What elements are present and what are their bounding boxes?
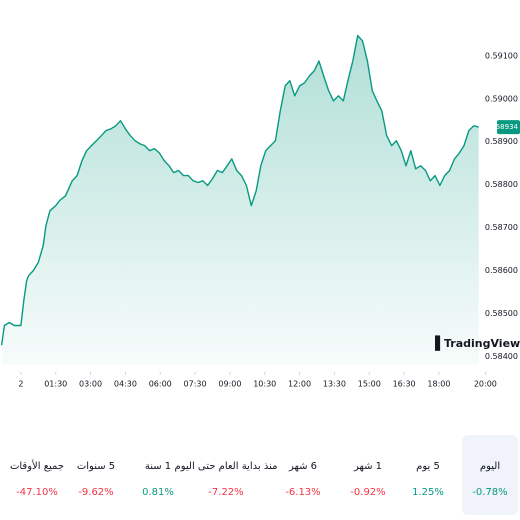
logo: TradingView: [444, 337, 520, 350]
y-tick-label: 0.58500: [485, 309, 518, 318]
period-change[interactable]: -6.13%: [285, 487, 320, 498]
period-change[interactable]: 0.81%: [142, 487, 174, 498]
period-label[interactable]: 1 سنة: [145, 461, 171, 472]
x-tick-label: 09:00: [218, 380, 241, 389]
y-tick-label: 0.59100: [485, 51, 518, 60]
x-tick-label: 18:00: [427, 380, 450, 389]
x-tick-label: 15:00: [358, 380, 381, 389]
last-price-box: [497, 120, 520, 135]
period-label[interactable]: منذ بداية العام حتى اليوم: [175, 461, 278, 472]
period-change[interactable]: -9.62%: [78, 487, 113, 498]
logo-mark: ▐: [430, 335, 441, 352]
y-tick-label: 0.58900: [485, 137, 518, 146]
x-tick-label: 13:30: [323, 380, 346, 389]
x-tick-label: 07:30: [184, 380, 207, 389]
period-label[interactable]: 5 سنوات: [77, 461, 115, 472]
y-tick-label: 0.59000: [485, 94, 518, 103]
period-label[interactable]: 6 شهر: [288, 461, 317, 472]
y-tick-label: 0.58600: [485, 266, 518, 275]
x-tick-label: 20:00: [474, 380, 497, 389]
period-label[interactable]: جميع الأوقات: [10, 459, 64, 472]
x-tick-label: 10:30: [253, 380, 276, 389]
period-change[interactable]: 1.25%: [412, 487, 444, 498]
y-tick-label: 0.58700: [485, 223, 518, 232]
x-tick-label: 2: [18, 380, 23, 389]
period-label[interactable]: 1 شهر: [353, 461, 382, 472]
x-tick-label: 04:30: [114, 380, 137, 389]
period-label[interactable]: 5 يوم: [416, 461, 440, 472]
period-change[interactable]: -47.10%: [16, 487, 58, 498]
x-tick-label: 12:00: [288, 380, 311, 389]
price-line: [0, 34, 479, 346]
area-fill: [1, 35, 479, 365]
period-change[interactable]: -7.22%: [208, 487, 243, 498]
period-label[interactable]: اليوم: [480, 461, 500, 472]
x-tick-label: 01:30: [44, 380, 67, 389]
period-change[interactable]: -0.92%: [350, 487, 385, 498]
y-tick-label: 0.58400: [485, 352, 518, 361]
x-tick-label: 16:30: [393, 380, 416, 389]
x-tick-label: 03:00: [79, 380, 102, 389]
selected-tab[interactable]: [462, 435, 518, 515]
x-tick-label: 06:00: [149, 380, 172, 389]
period-change[interactable]: -0.78%: [472, 487, 507, 498]
y-tick-label: 0.58800: [485, 180, 518, 189]
last-price-label: 0.58934: [489, 123, 518, 131]
